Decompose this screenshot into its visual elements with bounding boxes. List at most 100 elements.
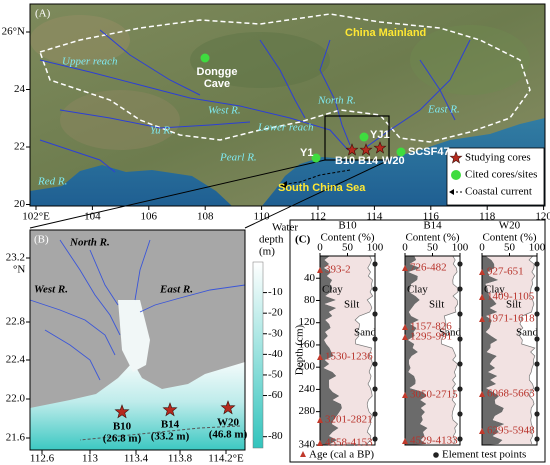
core-name: B10 <box>338 220 357 232</box>
lon-tick-label: 114.2°E <box>208 453 244 465</box>
cited-site <box>359 132 369 142</box>
river-label: West R. <box>34 284 68 296</box>
river <box>139 284 246 313</box>
test-point <box>372 386 378 392</box>
inset-box <box>324 115 390 161</box>
x-tick-label: 100 <box>367 242 384 254</box>
age-label: 4558-4153 <box>325 437 373 449</box>
river-label: West R. <box>208 105 241 117</box>
sand-line <box>441 255 459 445</box>
age-label: 3050-2715 <box>410 389 458 401</box>
test-point <box>372 336 378 342</box>
river-label: North R. <box>317 95 356 107</box>
lat-tick-label: 22 <box>14 141 25 153</box>
y-tick-label: 80 <box>304 294 316 306</box>
core-site <box>162 402 178 417</box>
lat-tick-label: 22.8 <box>6 316 26 328</box>
land-a <box>30 4 545 206</box>
terrain <box>410 25 530 95</box>
panel-label: (A) <box>35 8 51 20</box>
x-tick-label: 50 <box>427 242 439 254</box>
fraction-label: Silt <box>506 299 521 311</box>
test-point <box>457 386 463 392</box>
lat-tick-label: 22.0 <box>6 393 26 405</box>
place-label: Cave <box>204 78 230 90</box>
sea-label: South China Sea <box>278 182 366 194</box>
river <box>29 299 116 356</box>
colorbar-tick-label: -10 <box>268 286 283 298</box>
x-tick-label: 0 <box>479 242 485 254</box>
lon-tick-label: 112 <box>310 211 326 223</box>
colorbar-title: Water <box>272 222 298 234</box>
test-point <box>534 286 540 292</box>
core-name: B14 <box>423 220 442 232</box>
age-marker <box>479 391 485 397</box>
river <box>44 329 101 381</box>
age-label: 1157-826 <box>410 321 452 333</box>
colorbar-title: (m) <box>259 246 275 258</box>
river <box>39 59 349 151</box>
x-tick-label: 50 <box>342 242 354 254</box>
river <box>134 239 151 301</box>
test-point <box>457 261 463 267</box>
core-frame <box>481 255 538 446</box>
age-marker <box>317 440 323 446</box>
legend-label: Element test points <box>442 449 526 461</box>
lat-tick-label: 21.6 <box>6 432 26 444</box>
x-tick-label: 0 <box>317 242 323 254</box>
age-label: 3201-2821 <box>325 414 373 426</box>
river <box>364 39 471 149</box>
river <box>59 239 121 336</box>
legend-label: Age (cal a BP) <box>309 449 374 461</box>
legend-label: Cited cores/sites <box>465 169 537 181</box>
y-tick-label: 200 <box>299 361 316 373</box>
river-label: East R. <box>427 104 460 116</box>
inset-link <box>244 159 390 229</box>
core-label: B10 <box>113 421 132 433</box>
silt-area <box>485 256 535 444</box>
lon-tick-label: 116 <box>423 211 440 223</box>
silt-area <box>408 256 458 444</box>
colorbar-tick-label: -50 <box>268 368 283 380</box>
fraction-label: Clay <box>322 284 343 296</box>
x-axis-label: Content (%) <box>320 232 374 244</box>
age-label: 1971-1618 <box>487 313 535 325</box>
panel-label: (B) <box>34 234 49 246</box>
sea-b <box>30 362 245 450</box>
test-point <box>457 436 463 442</box>
y-tick-label: 280 <box>299 405 316 417</box>
river <box>419 59 456 121</box>
river <box>319 39 351 146</box>
age-marker <box>402 392 408 398</box>
colorbar-tick-label: -30 <box>268 327 283 339</box>
lat-unit: °N <box>13 264 25 276</box>
age-marker <box>317 267 323 273</box>
age-marker <box>317 354 323 360</box>
lon-tick-label: 110 <box>254 211 271 223</box>
basin-boundary <box>39 13 531 143</box>
lon-tick-label: 120 <box>535 211 550 223</box>
y-tick-label: 240 <box>299 383 316 395</box>
lon-tick-label: 114 <box>366 211 383 223</box>
y-tick-label: 340 <box>299 439 316 451</box>
fraction-label: Clay <box>407 284 428 296</box>
lon-tick-label: 113.8 <box>168 453 193 465</box>
river <box>89 249 119 306</box>
legend-a <box>446 147 545 206</box>
test-point <box>534 361 540 367</box>
test-point <box>534 411 540 417</box>
colorbar-tick-label: -40 <box>268 348 283 360</box>
test-point <box>457 361 463 367</box>
legend-symbol <box>300 451 306 457</box>
lon-tick-label: 102°E <box>22 211 50 223</box>
clay-area <box>320 256 342 445</box>
legend-label: Studying cores <box>465 152 531 164</box>
x-tick-label: 50 <box>504 242 516 254</box>
colorbar <box>252 261 264 449</box>
rivers-b <box>29 239 246 381</box>
x-tick-label: 100 <box>452 242 469 254</box>
test-point <box>372 286 378 292</box>
fraction-label: Clay <box>484 284 505 296</box>
river <box>39 139 116 173</box>
test-point <box>534 436 540 442</box>
